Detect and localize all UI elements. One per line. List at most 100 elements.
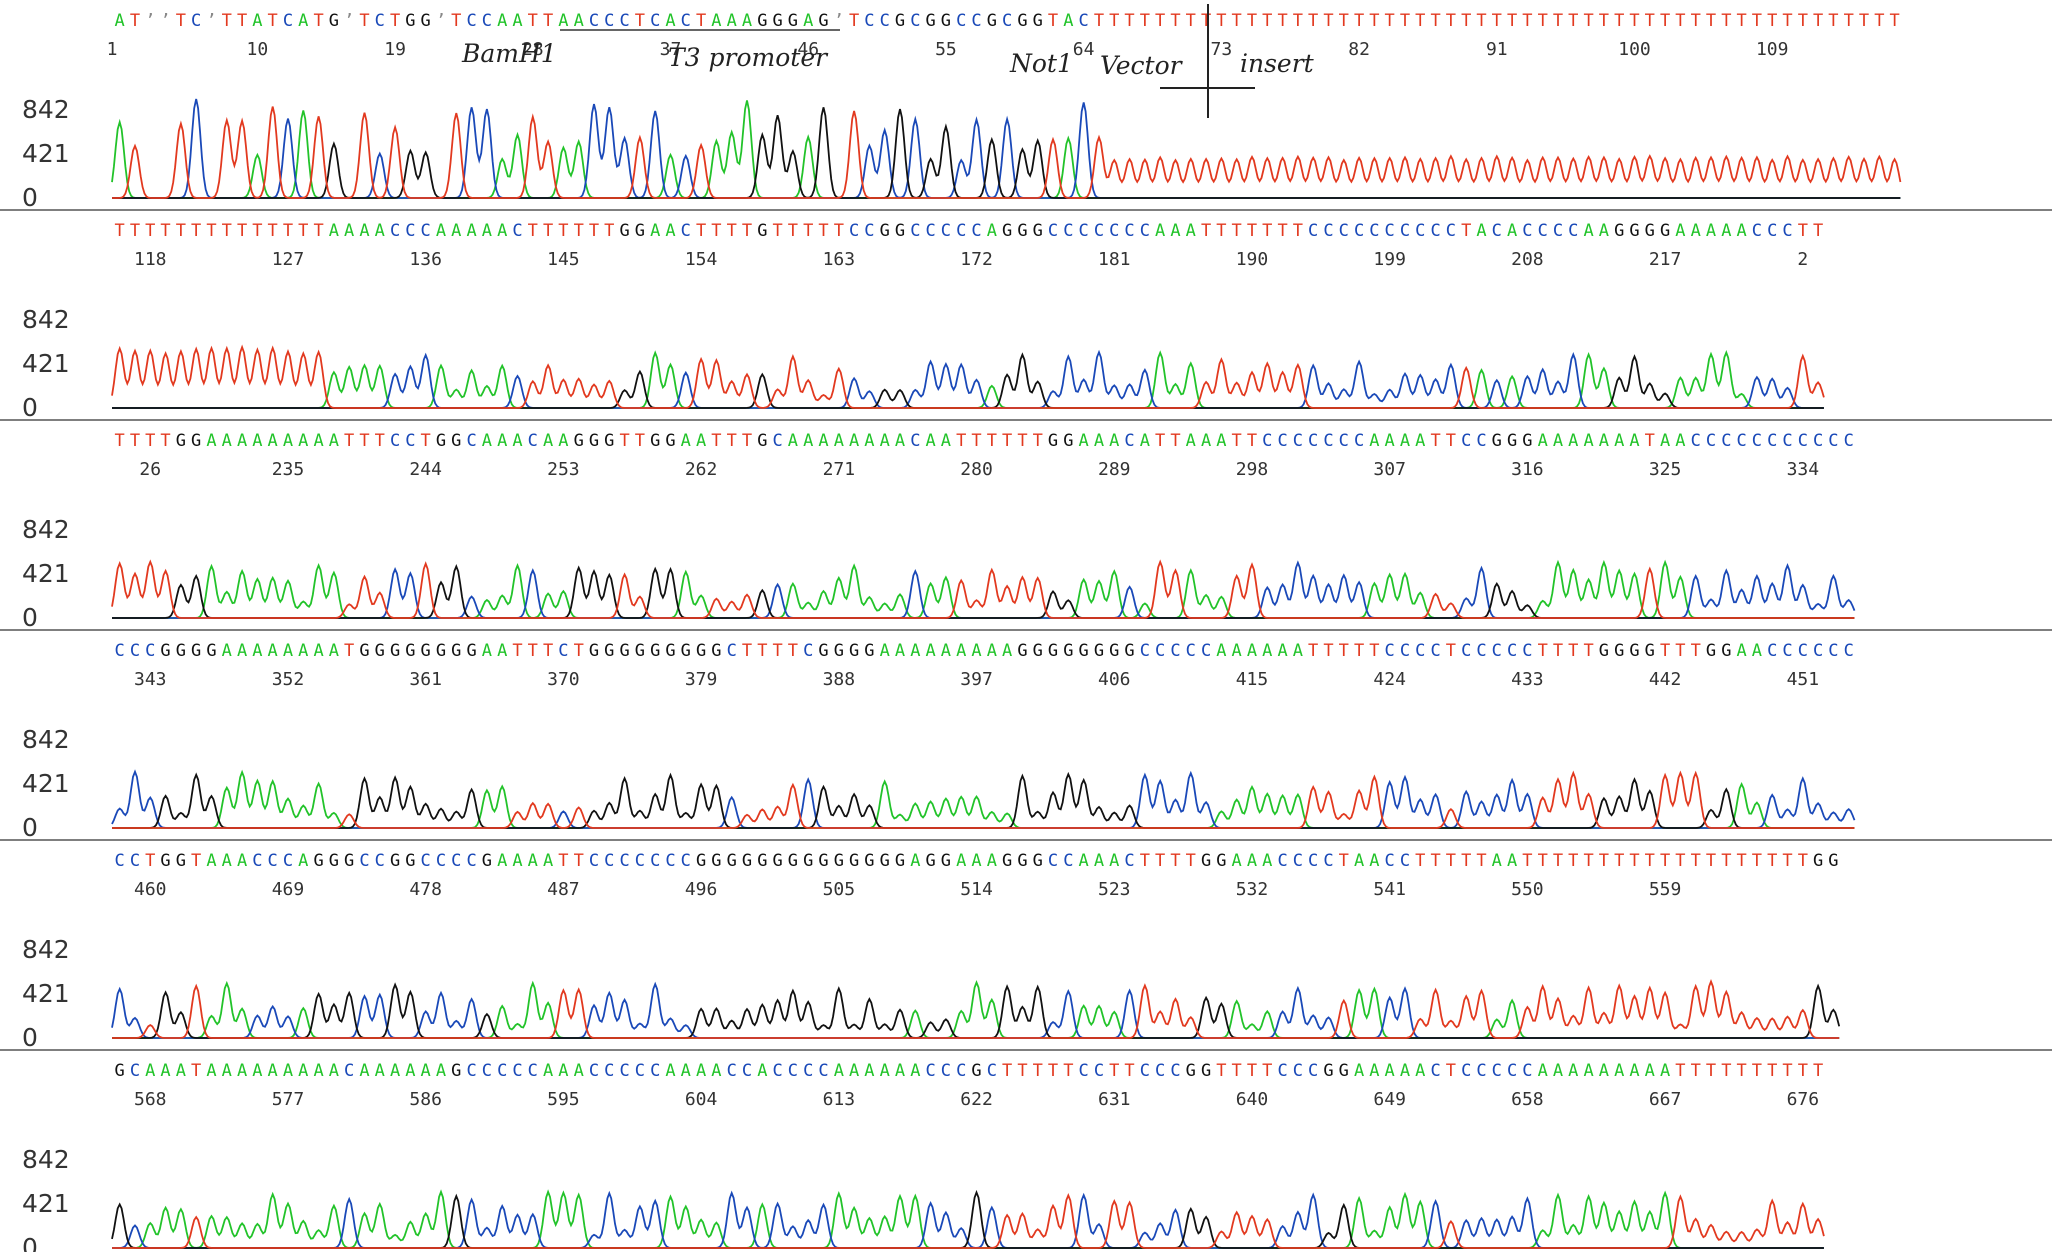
base-call: G [864, 641, 874, 661]
base-call: T [1736, 11, 1746, 31]
y-tick-label: 0 [22, 1233, 38, 1252]
base-call: A [650, 221, 660, 241]
base-call: T [1599, 851, 1609, 871]
base-call: A [268, 641, 278, 661]
base-call: A [987, 641, 997, 661]
base-call: C [359, 851, 369, 871]
base-call: T [1094, 11, 1104, 31]
base-call: T [1247, 11, 1257, 31]
base-call: C [1476, 1061, 1486, 1081]
base-call: T [1354, 641, 1364, 661]
base-call: C [1721, 431, 1731, 451]
base-call: C [727, 1061, 737, 1081]
base-call: A [1186, 221, 1196, 241]
base-call: T [160, 221, 170, 241]
base-call: G [1002, 221, 1012, 241]
base-call: G [1094, 641, 1104, 661]
base-call: G [772, 11, 782, 31]
base-call: A [696, 1061, 706, 1081]
base-call: A [1614, 1061, 1624, 1081]
base-call: G [405, 851, 415, 871]
base-call: C [405, 431, 415, 451]
base-call: C [1140, 221, 1150, 241]
base-call: C [1308, 851, 1318, 871]
base-call: G [1721, 641, 1731, 661]
base-call: C [390, 221, 400, 241]
base-call: G [1492, 431, 1502, 451]
annotation-label: insert [1240, 49, 1315, 78]
base-call: T [1247, 1061, 1257, 1081]
base-call: T [1798, 221, 1808, 241]
base-call: C [1461, 1061, 1471, 1081]
base-call: A [512, 851, 522, 871]
base-call: C [1140, 1061, 1150, 1081]
base-call: C [1522, 641, 1532, 661]
position-tick-label: 352 [272, 669, 305, 690]
base-call: C [818, 1061, 828, 1081]
base-call: A [834, 1061, 844, 1081]
base-call: T [222, 221, 232, 241]
position-tick-label: 622 [960, 1089, 993, 1110]
base-call: A [237, 851, 247, 871]
base-call: T [1232, 431, 1242, 451]
base-call: A [987, 851, 997, 871]
base-call: C [1155, 641, 1165, 661]
base-call: A [1109, 851, 1119, 871]
base-call: G [1017, 641, 1027, 661]
y-tick-label: 842 [22, 305, 70, 334]
base-call: T [1752, 1061, 1762, 1081]
base-call: G [176, 431, 186, 451]
base-call: A [558, 1061, 568, 1081]
position-tick-label: 244 [409, 459, 442, 480]
position-tick-label: 235 [272, 459, 305, 480]
base-call: T [1109, 11, 1119, 31]
base-call: C [1828, 641, 1838, 661]
base-call: A [1170, 221, 1180, 241]
base-call: T [1568, 641, 1578, 661]
base-call: G [818, 11, 828, 31]
base-call: A [344, 221, 354, 241]
base-call: C [1048, 221, 1058, 241]
base-call: G [926, 11, 936, 31]
base-call: T [1323, 11, 1333, 31]
base-call: T [1461, 851, 1471, 871]
base-call: A [497, 431, 507, 451]
base-call: A [451, 221, 461, 241]
base-call: T [1033, 431, 1043, 451]
base-call: T [206, 221, 216, 241]
base-call: T [1721, 851, 1731, 871]
base-call: C [987, 1061, 997, 1081]
base-call: T [1170, 851, 1180, 871]
base-call: C [1461, 431, 1471, 451]
base-call: C [650, 851, 660, 871]
base-call: T [237, 11, 247, 31]
base-call: A [1507, 851, 1517, 871]
base-call: T [344, 641, 354, 661]
base-call: G [757, 851, 767, 871]
base-call: T [528, 11, 538, 31]
base-call: A [298, 431, 308, 451]
base-call: G [971, 1061, 981, 1081]
annotation-label: T3 promoter [668, 43, 829, 72]
base-call: T [1430, 851, 1440, 871]
base-call: C [512, 1061, 522, 1081]
base-call: C [604, 11, 614, 31]
base-call: A [160, 1061, 170, 1081]
base-call: A [1691, 221, 1701, 241]
base-call: G [619, 641, 629, 661]
base-call: T [1538, 641, 1548, 661]
y-tick-label: 842 [22, 515, 70, 544]
base-call: A [1476, 221, 1486, 241]
base-call: T [635, 11, 645, 31]
y-tick-label: 421 [22, 769, 70, 798]
position-tick-label: 46 [797, 39, 819, 60]
base-call: A [880, 431, 890, 451]
base-call: C [466, 1061, 476, 1081]
position-ticks: 1 10 19 28 37 46 55 64 73 82 91 100 109 [107, 39, 1789, 60]
trace-A [112, 559, 1855, 619]
base-call: T [1262, 11, 1272, 31]
base-call: T [359, 11, 369, 31]
base-call: C [1293, 851, 1303, 871]
base-call: T [1782, 851, 1792, 871]
base-call: A [1079, 431, 1089, 451]
